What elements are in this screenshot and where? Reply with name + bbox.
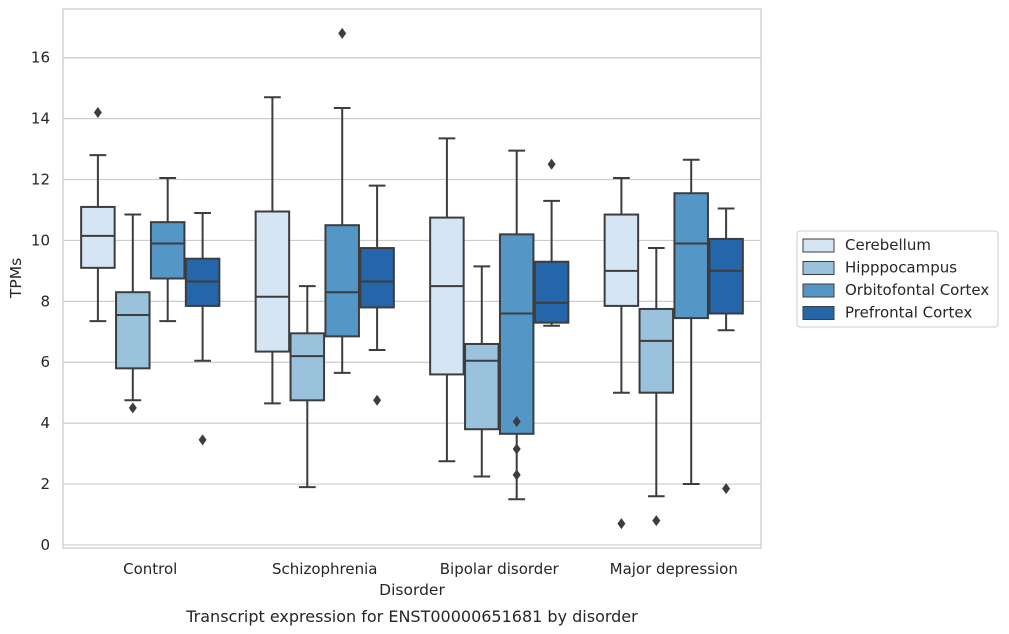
outlier-point [512, 416, 521, 428]
outlier-point [338, 27, 347, 39]
x-tick-label: Schizophrenia [272, 560, 377, 578]
box [254, 96, 291, 405]
x-axis-ticks: Control Schizophrenia Bipolar disorder Majo… [123, 560, 738, 578]
y-tick-label: 6 [40, 353, 50, 371]
box-iqr [254, 210, 291, 353]
legend-label: Orbitofontal Cortex [845, 281, 989, 299]
figure-caption: Transcript expression for ENST0000065168… [185, 607, 638, 626]
y-tick-label: 8 [40, 292, 50, 310]
x-tick-label: Control [123, 560, 177, 578]
box [673, 158, 709, 486]
y-tick-label: 10 [31, 231, 50, 249]
legend: Cerebellum Hipppocampus Orbitofontal Corte… [796, 230, 999, 328]
gridlines [63, 57, 761, 546]
outlier-point [512, 469, 521, 481]
outlier-point [373, 394, 382, 406]
box-iqr [80, 205, 116, 269]
box-iqr [673, 192, 709, 320]
y-tick-label: 2 [40, 475, 50, 493]
legend-frame [796, 230, 999, 328]
box-iqr [638, 307, 675, 394]
box-iqr [464, 342, 500, 431]
box [289, 285, 326, 489]
y-tick-label: 14 [31, 110, 50, 128]
legend-item: Prefrontal Cortex [802, 304, 972, 322]
legend-swatch [802, 306, 835, 320]
y-tick-label: 16 [31, 49, 50, 67]
x-tick-label: Bipolar disorder [440, 560, 560, 578]
box-iqr [359, 247, 395, 309]
outlier-point [512, 443, 521, 455]
legend-swatch [802, 261, 835, 275]
box [464, 265, 500, 478]
box-iqr [149, 221, 186, 280]
y-axis-title: TPMs [7, 258, 25, 299]
y-tick-label: 0 [40, 536, 50, 554]
legend-item: Hipppocampus [802, 259, 957, 277]
outlier-point [547, 158, 556, 170]
legend-swatch [802, 238, 835, 253]
box [324, 27, 360, 374]
series-hipppocampus [115, 213, 675, 527]
box-iqr [603, 213, 640, 307]
y-axis-ticks: 0 2 4 6 8 10 12 14 16 [31, 49, 50, 554]
box-iqr [115, 291, 151, 370]
box [638, 247, 675, 527]
box-iqr [429, 216, 465, 376]
legend-swatch [802, 283, 835, 298]
box [80, 107, 116, 323]
outlier-point [722, 483, 731, 495]
box [533, 158, 570, 327]
plot-area [62, 8, 762, 549]
x-tick-label: Major depression [610, 560, 738, 578]
legend-label: Hipppocampus [845, 259, 957, 277]
legend-item: Cerebellum [802, 236, 931, 254]
box [115, 213, 151, 414]
outlier-point [128, 402, 137, 414]
outlier-point [198, 434, 207, 446]
legend-label: Prefrontal Cortex [845, 304, 972, 322]
outlier-point [652, 515, 661, 527]
y-tick-label: 4 [40, 414, 50, 432]
series-prefrontal-cortex [184, 158, 744, 495]
plot-border [62, 8, 762, 549]
box [359, 184, 395, 406]
x-axis-title: Disorder [379, 581, 445, 599]
box-iqr [498, 233, 535, 435]
box [498, 149, 535, 501]
outlier-point [617, 518, 626, 530]
legend-label: Cerebellum [845, 236, 931, 254]
box [708, 207, 744, 495]
box [429, 137, 465, 463]
box-iqr [324, 224, 360, 338]
box [603, 177, 640, 530]
boxes [80, 27, 744, 530]
outlier-point [93, 107, 102, 119]
box-iqr [289, 332, 326, 402]
y-tick-label: 12 [31, 171, 50, 189]
series-orbitofontal-cortex [149, 27, 709, 501]
box-iqr [708, 237, 744, 315]
box [149, 177, 186, 323]
legend-item: Orbitofontal Cortex [802, 281, 989, 299]
box-iqr [533, 260, 570, 324]
box [184, 212, 221, 446]
series-cerebellum [80, 96, 640, 530]
